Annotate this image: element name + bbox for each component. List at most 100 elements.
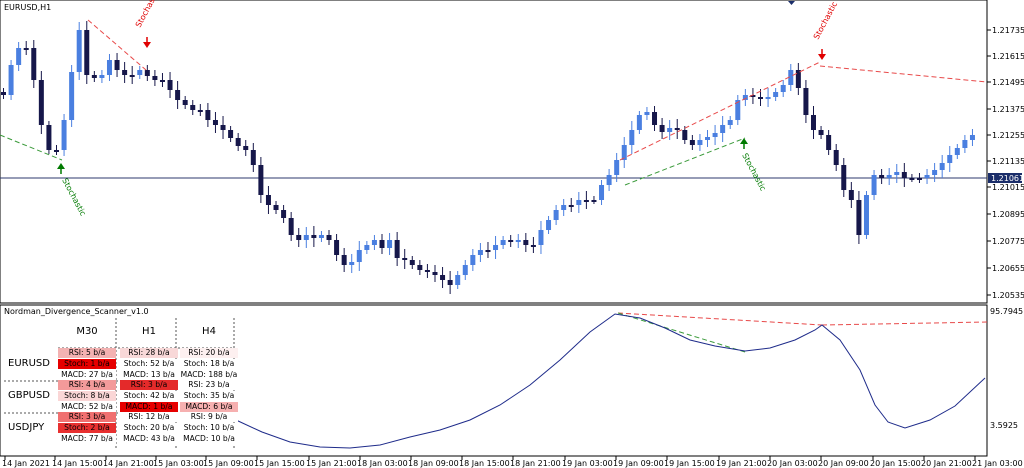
candle-body [583,200,589,202]
candle-body [493,245,499,250]
candle-body [371,240,377,245]
time-label: 14 Jan 2021 [2,459,50,468]
indicator-bottom-value: 3.5925 [990,421,1018,430]
candle-body [212,120,218,125]
scanner-oscillator-line [235,313,986,449]
candle-body [848,190,854,200]
candle-body [954,148,960,155]
candle-body [561,205,567,210]
sell-arrow-icon [818,54,826,60]
time-label: 15 Jan 15:00 [254,459,305,468]
scanner-cell: MACD: 43 b/a [120,434,178,444]
candle-body [205,110,211,120]
candle-body [621,145,627,160]
candle-body [76,30,82,72]
candle-body [334,240,340,255]
price-label: 1.21255 [992,131,1024,140]
time-label: 18 Jan 03:00 [357,459,408,468]
divergence-line [87,19,147,71]
candle-body [364,245,370,250]
divergence-line [821,321,988,326]
time-label: 18 Jan 09:00 [408,459,459,468]
candle-body [402,258,408,260]
candle-body [765,97,771,99]
candle-body [932,170,938,175]
price-label: 1.20535 [992,291,1024,300]
candle-body [250,150,256,165]
candle-body [23,48,29,50]
buy-arrow-icon [740,138,748,144]
candle-body [159,80,165,82]
candle-body [311,235,317,238]
scanner-cell: Stoch: 52 b/a [120,359,178,369]
candle-body [826,135,832,150]
candle-body [167,80,173,90]
candle-body [750,95,756,97]
candle-body [220,125,226,130]
time-label: 19 Jan 15:00 [664,459,715,468]
candle-body [175,90,181,100]
candle-body [235,138,241,146]
candle-body [720,125,726,133]
scanner-cell: Stoch: 1 b/a [58,359,116,369]
divergence-lines [0,19,988,353]
candle-body [53,150,59,152]
candle-body [636,115,642,130]
candle-body [780,85,786,92]
scanner-cell: RSI: 23 b/a [180,380,238,390]
scanner-cell: RSI: 9 b/a [180,412,238,422]
scanner-timeframe-h4: H4 [202,326,216,337]
candle-body [394,240,400,258]
candle-body [863,195,869,235]
candle-body [500,240,506,245]
time-label: 15 Jan 09:00 [203,459,254,468]
candle-body [144,70,150,76]
candle-body [470,255,476,265]
candle-body [38,80,44,125]
price-label: 1.21615 [992,52,1024,61]
candle-body [288,218,294,235]
candle-body [137,70,143,75]
candle-body [477,250,483,255]
chart-shift-marker[interactable] [788,1,795,5]
scanner-cell: MACD: 1 b/a [120,402,178,412]
candle-body [674,128,680,130]
price-label: 1.21375 [992,105,1024,114]
candle-body [810,115,816,130]
time-label: 21 Jan 03:00 [972,459,1023,468]
price-label: 1.20775 [992,237,1024,246]
candle-body [742,95,748,100]
candle-body [735,100,741,120]
divergence-line [819,65,988,83]
price-label: 1.21135 [992,157,1024,166]
scanner-cell: MACD: 52 b/a [58,402,116,412]
candle-body [303,235,309,240]
candle-body [568,205,574,207]
candle-body [379,240,385,248]
candle-body [462,265,468,275]
candle-body [659,125,665,132]
candle-body [856,200,862,235]
scanner-cell: RSI: 5 b/a [58,348,116,358]
price-label: 1.21015 [992,183,1024,192]
divergence-line [617,312,823,326]
candle-body [629,130,635,145]
candle-body [122,70,128,75]
time-axis: 14 Jan 2021 14 Jan 15:00 14 Jan 21:00 15 Ja… [2,456,1023,468]
sell-arrow-icon [143,42,151,48]
candle-body [523,240,529,245]
current-price-tag [988,173,1022,183]
candle-body [758,97,763,99]
candle-body [129,75,135,77]
candle-body [31,48,37,80]
candle-body [152,76,158,80]
indicator-line-layer [235,313,986,449]
price-label: 1.21735 [992,26,1024,35]
candle-body [939,163,945,170]
candle-body [197,110,203,112]
scanner-cell: Stoch: 35 b/a [180,391,238,401]
candle-body [803,88,809,115]
candles-layer [1,21,975,294]
time-label: 19 Jan 09:00 [613,459,664,468]
